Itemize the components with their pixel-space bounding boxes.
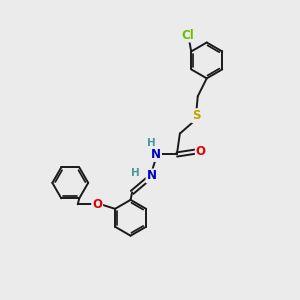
Text: O: O [196, 145, 206, 158]
Text: H: H [147, 138, 156, 148]
Text: Cl: Cl [182, 28, 195, 41]
Text: S: S [192, 109, 200, 122]
Text: O: O [92, 198, 102, 211]
Text: N: N [151, 148, 161, 161]
Text: N: N [146, 169, 157, 182]
Text: H: H [131, 168, 140, 178]
